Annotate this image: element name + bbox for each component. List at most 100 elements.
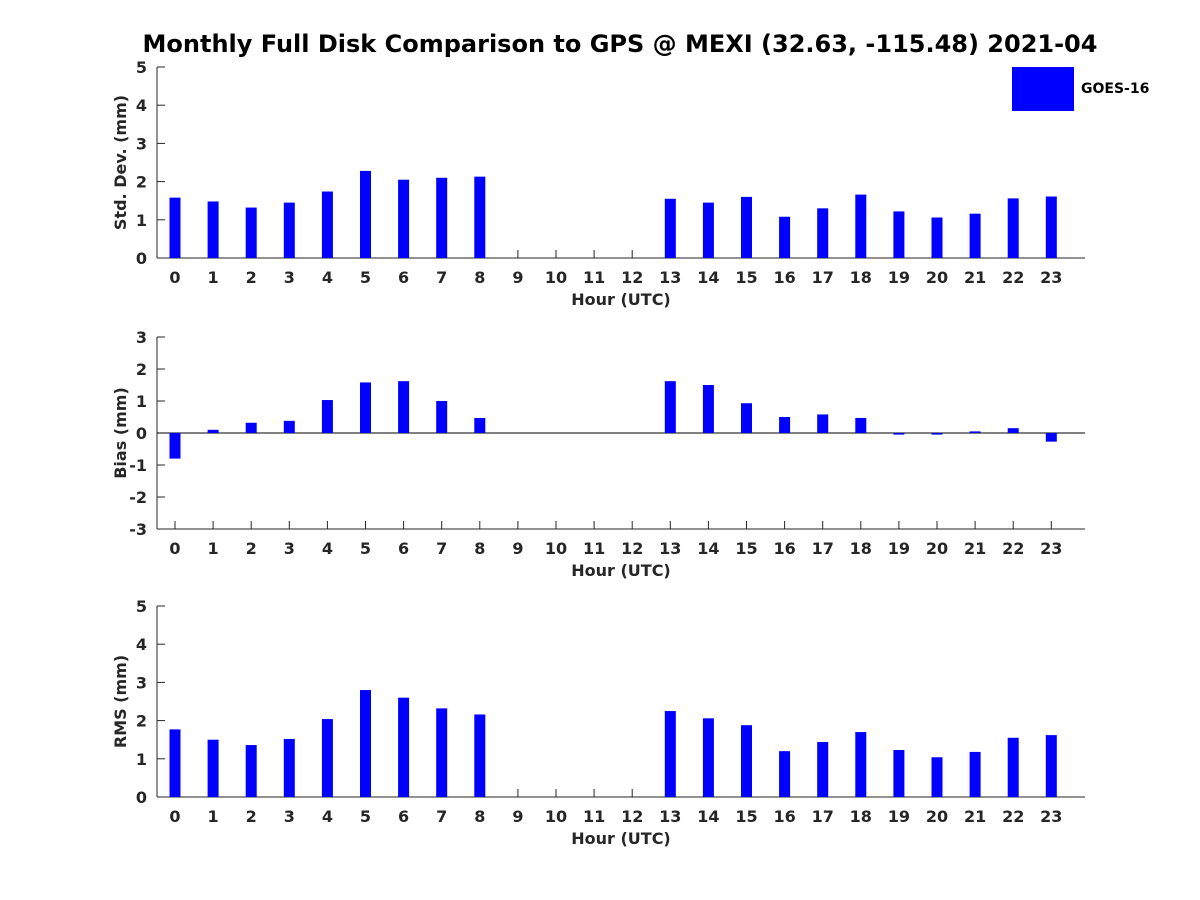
x-tick-label: 17 [812, 539, 834, 558]
x-tick-label: 3 [284, 807, 295, 826]
y-tick-label: 0 [136, 249, 147, 268]
x-tick-label: 20 [926, 807, 948, 826]
bar-rms-14 [702, 718, 714, 797]
y-tick-label: 4 [136, 635, 147, 654]
y-axis-label: Bias (mm) [111, 387, 130, 479]
x-tick-label: 15 [735, 807, 757, 826]
x-tick-label: 2 [246, 539, 257, 558]
x-tick-label: 0 [169, 539, 180, 558]
x-tick-label: 10 [545, 268, 567, 287]
x-tick-label: 21 [964, 539, 986, 558]
y-tick-label: -3 [129, 520, 147, 539]
y-tick-label: 1 [136, 392, 147, 411]
bar-rms-7 [436, 708, 448, 797]
x-tick-label: 11 [583, 268, 605, 287]
x-tick-label: 5 [360, 539, 371, 558]
y-tick-label: 3 [136, 328, 147, 347]
bar-std-22 [1007, 198, 1019, 258]
y-tick-label: 1 [136, 211, 147, 230]
x-tick-label: 12 [621, 539, 643, 558]
y-tick-label: -1 [129, 456, 147, 475]
x-tick-label: 12 [621, 268, 643, 287]
x-tick-label: 7 [436, 539, 447, 558]
x-tick-label: 6 [398, 807, 409, 826]
y-axis-label: Std. Dev. (mm) [111, 95, 130, 230]
y-tick-label: 4 [136, 96, 147, 115]
x-tick-label: 10 [545, 539, 567, 558]
bar-std-8 [474, 176, 486, 258]
x-tick-label: 6 [398, 268, 409, 287]
legend: GOES-16 [1012, 67, 1152, 111]
legend-label: GOES-16 [1081, 81, 1150, 97]
x-tick-label: 8 [474, 268, 485, 287]
bar-std-17 [817, 208, 829, 258]
bar-bias-14 [702, 385, 714, 433]
x-tick-label: 3 [284, 268, 295, 287]
x-tick-label: 2 [246, 268, 257, 287]
bar-rms-20 [931, 757, 943, 797]
x-tick-label: 9 [512, 807, 523, 826]
x-tick-label: 0 [169, 807, 180, 826]
x-tick-label: 12 [621, 807, 643, 826]
x-tick-label: 18 [850, 807, 872, 826]
y-tick-label: 3 [136, 134, 147, 153]
x-axis-label: Hour (UTC) [571, 290, 671, 309]
bar-std-5 [360, 170, 371, 258]
y-tick-label: 5 [136, 58, 147, 77]
bar-rms-22 [1007, 737, 1019, 797]
bar-rms-4 [321, 719, 333, 797]
bar-bias-6 [398, 381, 410, 433]
x-tick-label: 14 [697, 807, 719, 826]
x-tick-label: 21 [964, 807, 986, 826]
x-tick-label: 22 [1002, 268, 1024, 287]
y-tick-label: 1 [136, 750, 147, 769]
bar-rms-8 [474, 714, 486, 797]
x-tick-label: 10 [545, 807, 567, 826]
x-tick-label: 16 [773, 268, 795, 287]
x-tick-label: 1 [208, 807, 219, 826]
bar-rms-21 [969, 751, 981, 797]
legend-swatch [1012, 67, 1074, 111]
bar-std-21 [969, 213, 981, 258]
y-tick-label: -2 [129, 488, 147, 507]
bar-std-16 [779, 216, 791, 258]
x-tick-label: 7 [436, 807, 447, 826]
x-tick-label: 8 [474, 539, 485, 558]
bar-rms-0 [169, 729, 181, 797]
x-tick-label: 23 [1040, 268, 1062, 287]
bar-bias-20 [931, 433, 943, 435]
bar-std-13 [664, 198, 676, 258]
x-tick-label: 17 [812, 807, 834, 826]
bar-rms-16 [779, 751, 791, 797]
y-tick-label: 5 [136, 597, 147, 616]
bar-bias-7 [436, 401, 448, 433]
bar-bias-22 [1007, 428, 1019, 433]
y-tick-label: 2 [136, 173, 147, 192]
x-tick-label: 9 [512, 539, 523, 558]
x-tick-label: 4 [322, 539, 333, 558]
x-tick-label: 5 [360, 807, 371, 826]
bar-rms-1 [207, 739, 219, 797]
x-tick-label: 4 [322, 268, 333, 287]
bar-bias-3 [283, 420, 295, 433]
bar-bias-17 [817, 414, 829, 433]
bar-bias-18 [855, 417, 867, 433]
x-tick-label: 2 [246, 807, 257, 826]
bar-std-18 [855, 194, 867, 258]
bar-bias-2 [245, 422, 257, 433]
x-tick-label: 11 [583, 807, 605, 826]
bar-rms-3 [283, 738, 295, 797]
bar-std-15 [741, 196, 752, 258]
x-tick-label: 15 [735, 539, 757, 558]
bar-rms-19 [893, 750, 905, 797]
x-tick-label: 1 [208, 539, 219, 558]
x-tick-label: 16 [773, 807, 795, 826]
x-tick-label: 19 [888, 539, 910, 558]
bar-bias-15 [741, 403, 752, 433]
bar-bias-16 [779, 417, 791, 433]
x-tick-label: 9 [512, 268, 523, 287]
bar-bias-0 [169, 433, 181, 459]
